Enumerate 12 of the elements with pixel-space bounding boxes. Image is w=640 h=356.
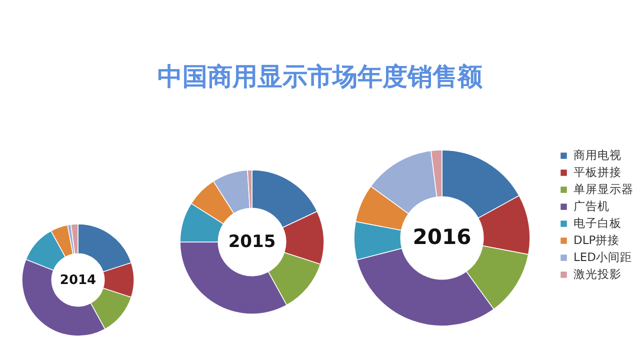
text: 2016 — [412, 225, 472, 249]
legend-label: 平板拼接 — [574, 164, 622, 179]
text: 中国商用显示市场年度销售额 — [156, 61, 484, 93]
text: 2015 — [228, 232, 276, 252]
legend-label: 商用电视 — [574, 148, 622, 162]
legend-label: 单屏显示器 — [574, 182, 634, 196]
legend-label: 电子白板 — [574, 216, 622, 230]
legend-label: 广告机 — [574, 198, 610, 213]
text: 2014 — [60, 273, 96, 288]
legend-label: LED小间距 — [574, 250, 632, 264]
legend-label: DLP拼接 — [574, 232, 620, 247]
legend-label: 激光投影 — [574, 266, 622, 281]
